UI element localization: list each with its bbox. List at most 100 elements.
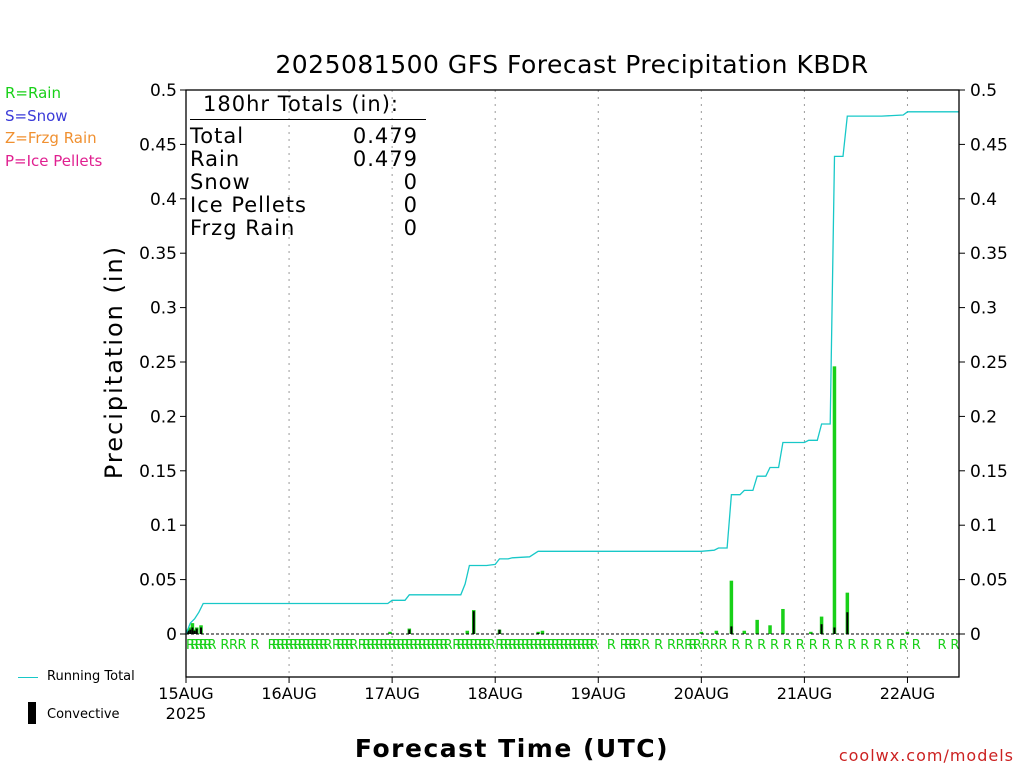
rain-type-marker: R	[482, 638, 491, 653]
running-total-line	[185, 111, 959, 635]
rain-type-marker: R	[796, 638, 805, 653]
rain-type-marker: R	[439, 638, 448, 653]
x-tick-label: 21AUG	[777, 684, 832, 703]
rain-type-marker: R	[250, 638, 259, 653]
legend-frzg-rain: Z=Frzg Rain	[5, 129, 97, 147]
rain-type-marker: R	[422, 638, 431, 653]
rain-type-marker: R	[633, 638, 642, 653]
rain-type-marker: R	[822, 638, 831, 653]
x-tick-label: 20AUG	[674, 684, 729, 703]
convective-bar	[833, 627, 836, 634]
rain-type-marker: R	[581, 638, 590, 653]
y-ticks-left: 0 0.05 0.1 0.15 0.2 0.25 0.3 0.35 0.4 0.45 0.5	[139, 81, 186, 645]
rain-type-marker: R	[684, 638, 693, 653]
chart-title: 2025081500 GFS Forecast Precipitation KB…	[275, 50, 869, 79]
totals-value: 0.479	[352, 147, 418, 171]
x-tick-label: 16AUG	[261, 684, 316, 703]
rain-type-marker: R	[534, 638, 543, 653]
y-tick-label-right: 0.4	[970, 190, 997, 210]
rain-type-marker: R	[607, 638, 616, 653]
rain-bar	[729, 580, 734, 634]
legend-rain: R=Rain	[5, 84, 61, 102]
y-tick-label-right: 0.5	[970, 81, 997, 101]
convective-bar	[472, 611, 475, 634]
totals-value: 0	[403, 216, 418, 240]
y-tick-label-left: 0.5	[150, 81, 177, 101]
rain-type-marker: R	[560, 638, 569, 653]
rain-type-marker: R	[860, 638, 869, 653]
rain-type-marker: R	[538, 638, 547, 653]
rain-type-marker: R	[474, 638, 483, 653]
rain-type-marker: R	[190, 638, 199, 653]
y-tick-label-left: 0.3	[150, 299, 177, 319]
rain-type-marker: R	[568, 638, 577, 653]
legend-ice-pellets: P=Ice Pellets	[5, 151, 103, 170]
rain-type-marker: R	[641, 638, 650, 653]
convective-bar	[498, 629, 501, 634]
y-tick-label-right: 0.45	[970, 135, 1008, 155]
rain-type-marker: R	[229, 638, 238, 653]
rain-type-marker: R	[744, 638, 753, 653]
y-tick-label-left: 0	[166, 625, 177, 645]
rain-type-marker: R	[676, 638, 685, 653]
x-tick-label: 18AUG	[467, 684, 522, 703]
rain-type-marker: R	[504, 638, 513, 653]
rain-type-marker: R	[551, 638, 560, 653]
rain-type-marker: R	[186, 638, 195, 653]
rain-type-marker: R	[238, 638, 247, 653]
rain-type-marker: R	[517, 638, 526, 653]
rain-type-marker: R	[547, 638, 556, 653]
rain-type-marker: R	[341, 638, 350, 653]
totals-label: Ice Pellets	[190, 193, 307, 217]
legend-convective: Convective	[18, 702, 318, 726]
rain-type-marker: R	[306, 638, 315, 653]
totals-value: 0	[403, 170, 418, 194]
convective-bar	[193, 630, 196, 634]
legend-running-total: Running Total	[18, 668, 318, 688]
rain-type-marker: R	[542, 638, 551, 653]
rain-type-marker: R	[426, 638, 435, 653]
rain-type-marker: R	[293, 638, 302, 653]
rain-type-marker: R	[220, 638, 229, 653]
convective-bar	[187, 630, 190, 634]
rain-type-marker: R	[345, 638, 354, 653]
vertical-grid-lines	[288, 90, 908, 677]
rain-bar	[540, 630, 545, 634]
convective-bar	[200, 627, 203, 634]
rain-type-marker: R	[465, 638, 474, 653]
rain-bar	[809, 631, 813, 634]
rain-type-marker: R	[195, 638, 204, 653]
rain-type-marker: R	[272, 638, 281, 653]
rain-bar	[388, 631, 392, 634]
rain-type-marker: R	[530, 638, 539, 653]
rain-type-marker: R	[487, 638, 496, 653]
x-tick-label: 19AUG	[571, 684, 626, 703]
rain-type-marker: R	[414, 638, 423, 653]
rain-type-marker: R	[358, 638, 367, 653]
rain-type-marker: R	[276, 638, 285, 653]
rain-type-marker: R	[701, 638, 710, 653]
rain-bar	[714, 630, 719, 634]
rain-type-marker: R	[719, 638, 728, 653]
totals-header-underline	[190, 119, 426, 120]
convective-bar	[537, 632, 540, 634]
rain-type-marker: R	[899, 638, 908, 653]
rain-type-marker: R	[431, 638, 440, 653]
rain-type-marker: R	[693, 638, 702, 653]
rain-type-marker: R	[207, 638, 216, 653]
x-tick-label: 17AUG	[364, 684, 419, 703]
rain-type-marker: R	[620, 638, 629, 653]
y-tick-label-left: 0.35	[139, 244, 177, 264]
rain-type-marker: R	[379, 638, 388, 653]
rain-type-marker: R	[362, 638, 371, 653]
rain-type-marker: R	[311, 638, 320, 653]
y-tick-label-left: 0.25	[139, 353, 177, 373]
rain-type-marker: R	[886, 638, 895, 653]
rain-type-marker: R	[319, 638, 328, 653]
rain-type-marker: R	[418, 638, 427, 653]
convective-bar	[820, 624, 823, 634]
rain-bar	[465, 630, 470, 634]
rain-type-marker: R	[388, 638, 397, 653]
